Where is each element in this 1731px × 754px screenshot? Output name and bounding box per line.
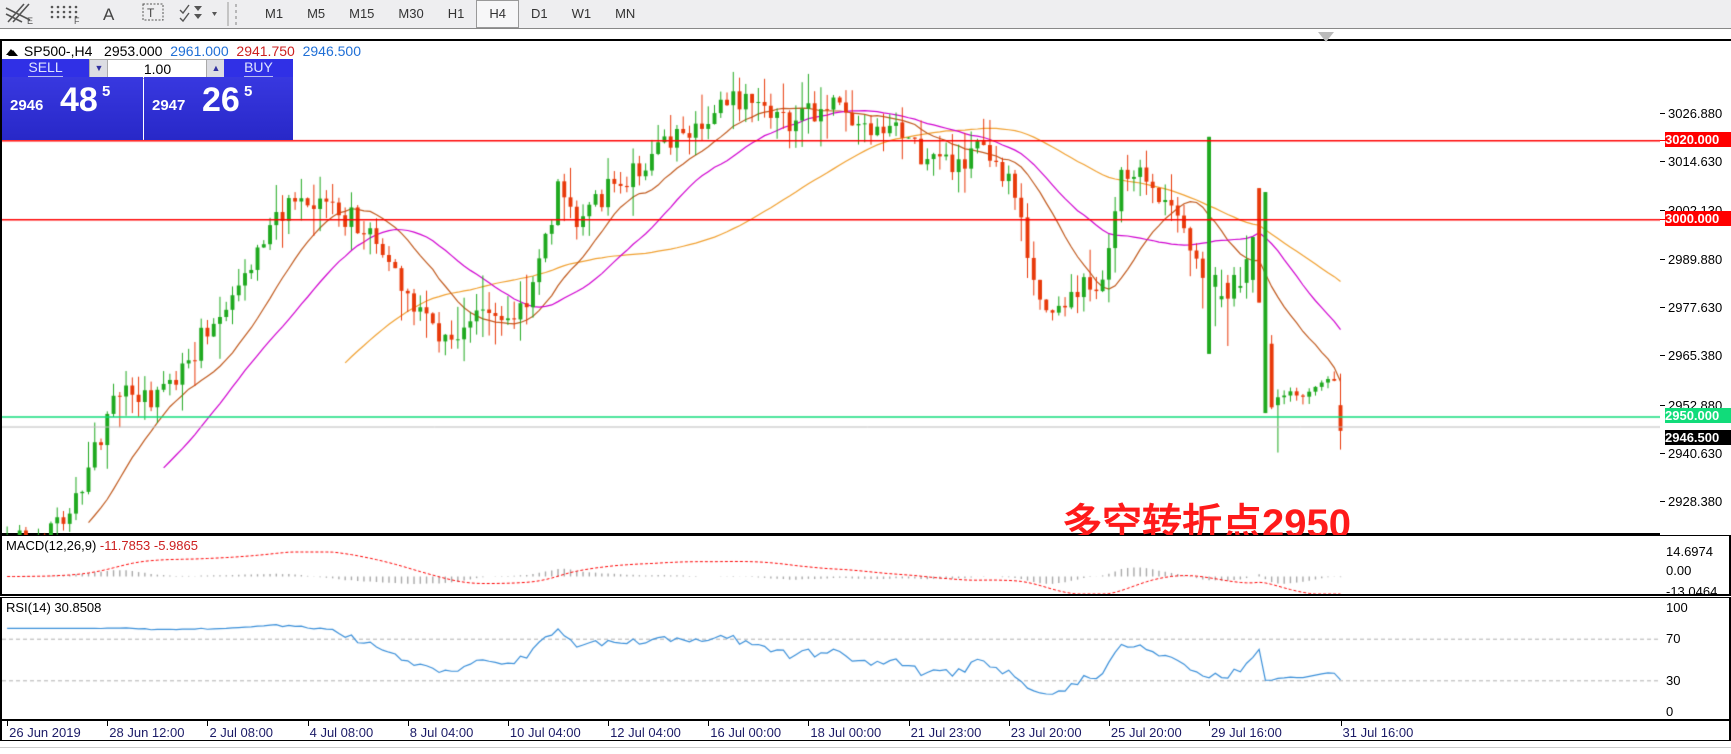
svg-text:T: T [147, 6, 155, 20]
svg-text:A: A [103, 5, 115, 24]
svg-text:F: F [74, 16, 80, 26]
svg-text:E: E [27, 16, 33, 26]
